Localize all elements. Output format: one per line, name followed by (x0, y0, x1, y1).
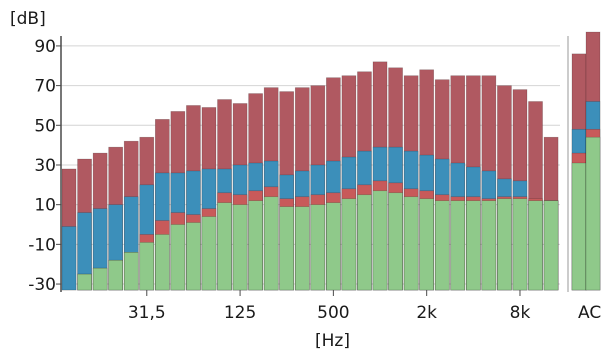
y-tick-label: 70 (34, 77, 56, 97)
bar-segment-layer-0 (279, 206, 295, 291)
y-tick-label: 10 (34, 196, 56, 216)
band-bar (310, 85, 326, 291)
bar-segment-layer-2 (61, 226, 77, 291)
band-bar (294, 87, 310, 291)
bar-segment-layer-0 (481, 200, 497, 291)
x-tick-label: 500 (317, 303, 349, 323)
bar-segment-layer-0 (139, 242, 155, 291)
band-bar (528, 101, 543, 291)
bar-segment-layer-0 (388, 192, 403, 291)
x-tick-label: 8k (510, 303, 531, 323)
band-bar (263, 87, 279, 291)
band-bar (372, 61, 388, 291)
band-bar (450, 75, 466, 291)
bar-segment-layer-0 (201, 216, 217, 291)
bar-segment-layer-0 (357, 194, 372, 291)
band-bars (61, 61, 559, 291)
band-bar (248, 93, 263, 291)
y-tick-label: -30 (28, 275, 56, 295)
band-bar (326, 77, 341, 291)
bar-segment-layer-0 (155, 234, 170, 291)
band-bar (186, 105, 201, 291)
bar-segment-layer-0 (108, 259, 124, 291)
band-bar (403, 75, 419, 291)
y-axis-unit-label: [dB] (10, 9, 46, 29)
bar-segment-layer-0 (528, 200, 543, 291)
band-bar (434, 79, 450, 291)
bar-segment-layer-0 (170, 224, 186, 291)
band-bar (201, 107, 217, 291)
side-bar-C (585, 31, 601, 291)
bar-segment-layer-0 (341, 198, 357, 291)
band-bar (139, 136, 155, 291)
band-bar (123, 140, 139, 291)
band-bar (341, 75, 357, 291)
weighted-total-bars (567, 31, 601, 292)
bar-segment-layer-0 (403, 196, 419, 291)
bar-segment-layer-0 (372, 190, 388, 291)
bar-segment-layer-0 (419, 198, 434, 291)
side-bar-segment-layer-0 (571, 162, 587, 291)
bar-segment-layer-0 (186, 222, 201, 291)
band-bar (497, 85, 512, 291)
x-axis-unit-label: [Hz] (315, 331, 350, 351)
side-bar-segment-layer-0 (585, 136, 601, 291)
x-tick-label: 125 (224, 303, 256, 323)
band-bar (279, 91, 295, 291)
x-tick-label: 31,5 (128, 303, 166, 323)
y-tick-labels: 90 70 50 30 10 -10 -30 (28, 37, 61, 295)
bar-segment-layer-0 (450, 200, 466, 291)
band-bar (77, 158, 92, 291)
bar-segment-layer-0 (434, 200, 450, 291)
band-bar (543, 136, 559, 291)
band-bar (155, 119, 170, 291)
side-bars-label: AC (578, 303, 601, 323)
x-tick-label: 2k (416, 303, 437, 323)
y-tick-label: -10 (28, 235, 56, 255)
band-bar (512, 89, 528, 291)
band-bar (61, 168, 77, 291)
side-bar-A (571, 53, 587, 291)
bar-segment-layer-0 (512, 198, 528, 291)
band-bar (108, 146, 124, 291)
y-tick-label: 50 (34, 116, 56, 136)
bar-segment-layer-0 (123, 251, 139, 291)
bar-segment-layer-0 (263, 196, 279, 291)
bar-segment-layer-0 (217, 202, 232, 291)
band-bar (170, 111, 186, 291)
band-bar (465, 75, 481, 291)
bar-segment-layer-0 (77, 273, 92, 291)
band-bar (217, 99, 232, 291)
y-tick-label: 90 (34, 37, 56, 57)
bar-segment-layer-0 (294, 206, 310, 291)
band-bar (232, 103, 248, 291)
band-bar (419, 69, 434, 291)
bar-segment-layer-0 (248, 200, 263, 291)
bar-segment-layer-0 (465, 200, 481, 291)
band-bar (92, 152, 108, 291)
bar-segment-layer-0 (543, 200, 559, 291)
bar-segment-layer-0 (92, 267, 108, 291)
bar-segment-layer-0 (232, 204, 248, 291)
y-tick-label: 30 (34, 156, 56, 176)
band-bar (388, 67, 403, 291)
bar-segment-layer-0 (310, 204, 326, 291)
bar-segment-layer-0 (497, 198, 512, 291)
band-bar (357, 71, 372, 291)
band-bar (481, 75, 497, 291)
bar-segment-layer-0 (326, 202, 341, 291)
x-tick-labels: 31,5 125 500 2k 8k (128, 290, 531, 323)
